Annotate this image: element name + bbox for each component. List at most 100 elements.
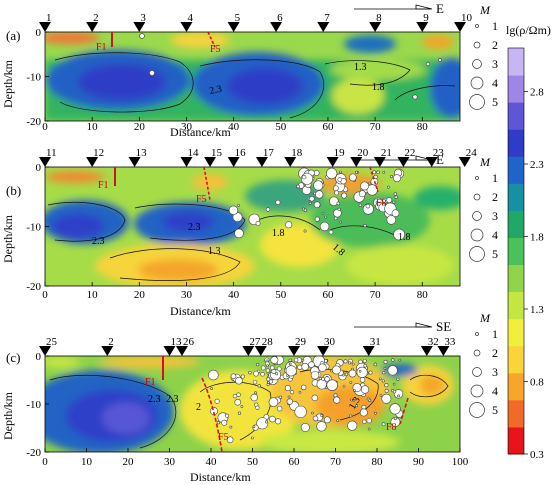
earthquake-circle	[386, 215, 397, 225]
earthquake-circle	[390, 175, 394, 178]
x-tick-label: 80	[417, 289, 429, 301]
legend-circle	[469, 94, 485, 110]
earthquake-circle	[275, 372, 279, 376]
contour-label: 1.3	[354, 62, 367, 73]
earthquake-circle	[318, 363, 327, 372]
earthquake-circle	[359, 377, 366, 383]
earthquake-circle	[234, 228, 244, 239]
earthquake-circle	[355, 170, 358, 174]
earthquake-circle	[393, 228, 406, 241]
station-marker	[133, 22, 146, 32]
station-label: 22	[404, 147, 415, 159]
earthquake-circle	[382, 371, 386, 375]
earthquake-circle	[376, 170, 380, 175]
earthquake-circle	[367, 427, 371, 431]
earthquake-circle	[313, 180, 324, 191]
panel-b-axis-ticks: 0 10 20 30 40 50 60 70 80 0 -10 -20	[26, 162, 428, 301]
earthquake-circle	[386, 185, 390, 189]
earthquake-circle	[240, 374, 245, 379]
earthquake-circle	[234, 398, 242, 406]
earthquake-circle	[348, 369, 357, 378]
earthquake-circle	[321, 180, 324, 184]
station-marker	[437, 346, 450, 356]
station-label: 20	[357, 147, 369, 159]
earthquake-circle	[347, 420, 358, 431]
legend-title: M	[479, 311, 491, 325]
earthquake-circle	[278, 395, 283, 399]
earthquake-circle	[389, 403, 401, 415]
earthquake-circle	[316, 379, 327, 390]
x-tick-label: 50	[275, 289, 287, 301]
earthquake-circle	[216, 421, 221, 425]
station-marker	[39, 22, 51, 32]
station-label: 25	[46, 336, 58, 348]
earthquake-circle	[379, 394, 383, 397]
earthquake-circle	[383, 367, 387, 370]
earthquake-circle	[257, 384, 261, 388]
station-marker	[284, 157, 297, 167]
station-marker	[101, 346, 114, 356]
earthquake-circle	[355, 404, 358, 407]
panel-c-axis-ticks: 0 10 20 30 40 50 60 70 80 90 100 0 -10 -20	[26, 351, 468, 468]
earthquake-circle	[232, 393, 238, 399]
station-label: 17	[263, 147, 275, 159]
station-marker	[326, 157, 339, 167]
earthquake-circle	[383, 359, 388, 364]
station-label: 5	[235, 12, 241, 24]
earthquake-circle	[303, 229, 307, 233]
fault-f5-label-b: F5	[196, 194, 207, 205]
colorbar-ticks: 2.8 2.3 1.8 1.3 0.8 0.3	[524, 87, 544, 461]
earthquake-circle	[313, 170, 320, 176]
earthquake-circle	[271, 369, 277, 375]
earthquake-circle	[358, 359, 363, 365]
earthquake-circle	[284, 385, 291, 392]
fault-f8-label-b: F8	[376, 198, 387, 209]
station-marker	[180, 157, 193, 167]
x-tick-label: 40	[206, 456, 218, 468]
colorbar-band	[508, 75, 524, 103]
colorbar-frame	[507, 47, 525, 455]
earthquake-circle	[311, 394, 318, 402]
earthquake-circle	[326, 379, 338, 391]
x-tick-label: 20	[134, 121, 146, 133]
station-label: 13	[171, 336, 183, 348]
station-marker	[86, 22, 99, 32]
contour-label: 2	[196, 402, 201, 413]
earthquake-circle	[294, 405, 307, 418]
y-tick-label: 0	[36, 27, 42, 39]
earthquake-circle	[336, 201, 341, 206]
colorbar-band	[508, 48, 524, 76]
colorbar-band	[508, 426, 524, 455]
earthquake-circle	[255, 405, 260, 410]
colorbar-band	[508, 372, 524, 401]
earthquake-circle	[221, 419, 228, 426]
station-marker	[242, 346, 255, 356]
legend-label: 2	[492, 38, 498, 52]
earthquake-circle	[230, 373, 237, 380]
earthquake-circle	[359, 408, 368, 417]
station-label: 7	[324, 12, 330, 24]
earthquake-circle	[337, 177, 343, 182]
earthquake-circle	[391, 209, 400, 218]
fault-f1-label-c: F1	[145, 377, 156, 388]
colorbar-band	[508, 318, 524, 347]
earthquake-circle	[256, 417, 269, 430]
direction-arrow-head-b	[415, 155, 433, 161]
y-axis-title-a: Depth/km	[1, 59, 15, 108]
panel-c-label: (c)	[6, 350, 20, 365]
x-tick-label: 50	[247, 456, 259, 468]
earthquake-circle	[333, 396, 341, 404]
earthquake-circle	[268, 379, 273, 384]
colorbar-tick-label: 0.8	[530, 377, 544, 389]
earthquake-circle	[269, 415, 276, 423]
magnitude-legend-c: M1 2 3 4 5	[469, 311, 498, 418]
earthquake-circle	[265, 420, 269, 424]
station-label: 21	[381, 147, 392, 159]
y-tick-label: -10	[26, 222, 41, 234]
station-marker	[288, 346, 300, 356]
earthquake-circle	[237, 411, 242, 415]
station-label: 33	[444, 336, 456, 348]
station-label: 8	[376, 12, 382, 24]
legend-circle	[475, 332, 479, 336]
earthquake-circle	[397, 394, 401, 398]
